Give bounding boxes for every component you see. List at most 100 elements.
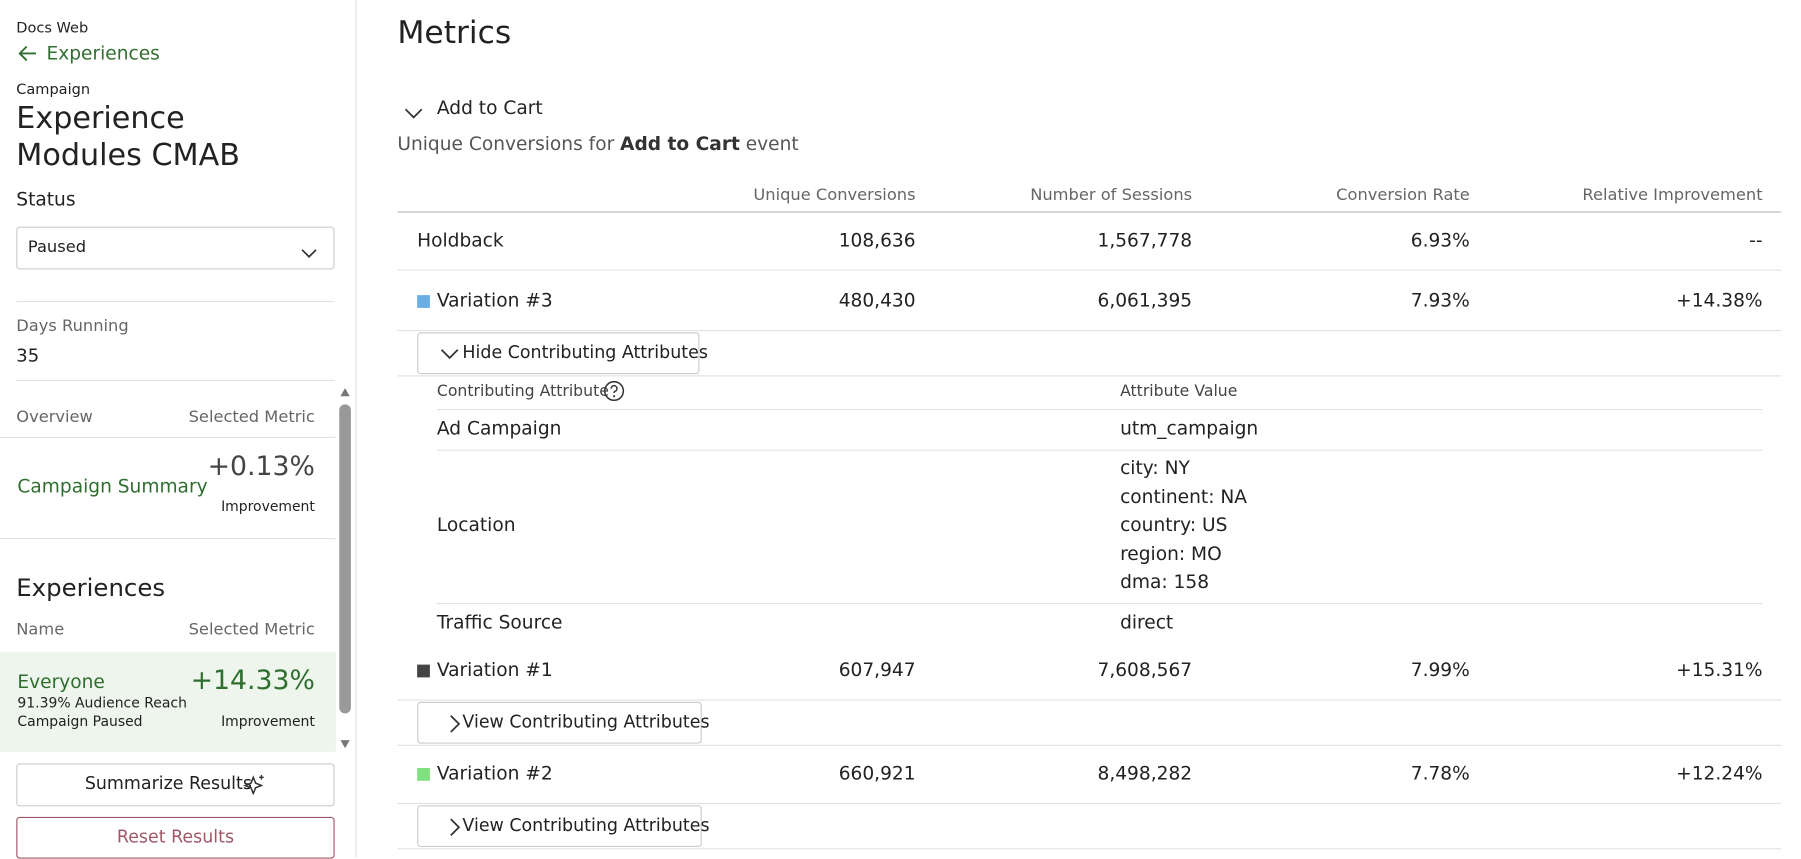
help-icon <box>603 380 625 402</box>
campaign-label: Campaign <box>16 80 91 98</box>
experience-state: Campaign Paused <box>17 713 143 730</box>
attribute-value: region: MO <box>1120 542 1222 565</box>
header-line <box>397 211 1782 213</box>
row-cell: +14.38% <box>1676 288 1763 311</box>
divider <box>397 744 1782 746</box>
experiences-title: Experiences <box>16 574 166 603</box>
row-cell: -- <box>1749 228 1763 251</box>
divider <box>436 408 1763 411</box>
reset-button[interactable] <box>16 816 335 859</box>
variation-swatch <box>417 295 430 308</box>
scrollbar <box>337 386 353 751</box>
row-cell: 607,947 <box>838 658 916 681</box>
row-cell: 660,921 <box>838 761 916 784</box>
toggle-label: View Contributing Attributes <box>462 711 710 733</box>
row-cell: 7.93% <box>1410 288 1470 311</box>
summary-sub: Improvement <box>221 498 315 515</box>
sparkle-icon <box>243 774 266 796</box>
toggle-chevron-svg <box>450 818 461 837</box>
row-cell: 108,636 <box>838 228 916 251</box>
attribute-value: utm_campaign <box>1120 416 1259 439</box>
column-header: Relative Improvement <box>1582 185 1763 205</box>
app-name: Docs Web <box>16 18 89 36</box>
experience-header: Name <box>16 620 65 639</box>
scrollbar-svg <box>339 388 351 749</box>
toggle-chevron-svg <box>440 349 459 360</box>
divider <box>16 300 335 303</box>
summarize-label: Summarize Results <box>84 772 252 794</box>
summary-name[interactable]: Campaign Summary <box>17 474 208 497</box>
divider <box>0 537 336 540</box>
row-name: Variation #2 <box>436 761 553 784</box>
toggle-chevron-svg <box>450 715 461 733</box>
status-select[interactable] <box>16 226 335 270</box>
toggle-chevron <box>446 715 465 734</box>
toggle-button[interactable] <box>417 332 700 375</box>
attribute-name: Location <box>436 513 516 537</box>
experience-sub: Improvement <box>221 713 315 730</box>
row-cell: 7,608,567 <box>1097 658 1193 681</box>
status-label: Status <box>16 187 76 210</box>
divider <box>397 375 1782 377</box>
attribute-value: dma: 158 <box>1120 570 1210 593</box>
days-value: 35 <box>16 344 40 366</box>
attribute-value: city: NY <box>1120 456 1190 479</box>
overview-header: Overview <box>16 407 93 427</box>
row-cell: +12.24% <box>1676 761 1763 784</box>
sidebar-border <box>355 0 357 858</box>
select-chevron-svg <box>301 249 317 259</box>
row-cell: 8,498,282 <box>1097 761 1193 784</box>
campaign-name: Experience <box>16 101 185 137</box>
experience-header: Selected Metric <box>188 620 315 639</box>
toggle-label: Hide Contributing Attributes <box>462 341 708 363</box>
row-cell: 1,567,778 <box>1097 228 1193 251</box>
divider <box>16 379 335 382</box>
help-icon-svg <box>604 380 625 402</box>
metric-chevron <box>404 102 423 119</box>
divider <box>397 269 1782 271</box>
attribute-header: Attribute Value <box>1120 382 1238 402</box>
days-label: Days Running <box>16 317 129 336</box>
row-cell: 6.93% <box>1410 228 1470 251</box>
variation-swatch <box>417 664 430 678</box>
back-arrow-svg <box>18 45 37 62</box>
experience-reach: 91.39% Audience Reach <box>17 695 187 712</box>
attribute-value: direct <box>1120 610 1174 633</box>
summarize-button[interactable] <box>16 763 335 807</box>
toggle-button[interactable] <box>417 805 702 848</box>
toggle-chevron <box>440 345 459 364</box>
toggle-button[interactable] <box>417 701 702 744</box>
divider <box>436 449 1763 451</box>
row-name: Holdback <box>417 228 504 251</box>
attribute-name: Ad Campaign <box>436 416 562 440</box>
metric-description: Unique Conversions for Add to Cart event <box>397 132 798 155</box>
metric-name[interactable]: Add to Cart <box>436 95 543 119</box>
column-header: Number of Sessions <box>1030 185 1193 205</box>
overview-header: Selected Metric <box>188 407 315 427</box>
column-header: Unique Conversions <box>753 185 916 205</box>
back-link[interactable]: Experiences <box>46 41 160 64</box>
divider <box>397 699 1782 701</box>
select-chevron <box>301 242 317 259</box>
sparkle-icon-svg <box>243 774 264 796</box>
experience-card[interactable] <box>0 651 336 752</box>
row-name: Variation #1 <box>436 658 553 681</box>
page-title: Metrics <box>397 15 512 52</box>
description-part: Unique Conversions for <box>397 132 615 155</box>
description-part: Add to Cart <box>620 132 740 155</box>
experience-value: +14.33% <box>190 665 315 697</box>
row-cell: 7.78% <box>1410 761 1470 784</box>
divider <box>0 436 336 439</box>
attribute-header: Contributing Attribute <box>436 382 609 402</box>
metric-chevron-svg <box>404 108 423 119</box>
row-cell: 7.99% <box>1410 658 1470 681</box>
divider <box>397 329 1782 332</box>
campaign-name: Modules CMAB <box>16 138 241 174</box>
toggle-label: View Contributing Attributes <box>462 814 710 836</box>
experience-name: Everyone <box>17 669 105 693</box>
row-cell: 480,430 <box>838 288 916 311</box>
description-part: event <box>745 132 799 155</box>
attribute-name: Traffic Source <box>436 610 563 634</box>
summary-value: +0.13% <box>207 452 315 483</box>
divider <box>436 603 1763 605</box>
